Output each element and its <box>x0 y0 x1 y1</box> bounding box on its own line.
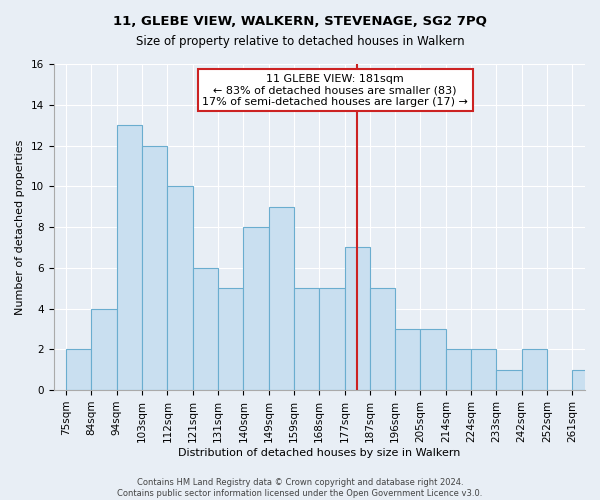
Text: Size of property relative to detached houses in Walkern: Size of property relative to detached ho… <box>136 35 464 48</box>
Bar <box>218 288 244 390</box>
Bar <box>269 206 294 390</box>
Bar <box>91 308 117 390</box>
Bar <box>522 350 547 390</box>
Bar <box>572 370 598 390</box>
Bar <box>193 268 218 390</box>
Bar <box>167 186 193 390</box>
Bar <box>142 146 167 390</box>
Bar <box>244 227 269 390</box>
Bar <box>117 125 142 390</box>
Y-axis label: Number of detached properties: Number of detached properties <box>15 140 25 314</box>
Bar <box>294 288 319 390</box>
Text: 11 GLEBE VIEW: 181sqm
← 83% of detached houses are smaller (83)
17% of semi-deta: 11 GLEBE VIEW: 181sqm ← 83% of detached … <box>202 74 468 107</box>
Bar <box>66 350 91 390</box>
Bar <box>395 329 421 390</box>
Text: Contains HM Land Registry data © Crown copyright and database right 2024.
Contai: Contains HM Land Registry data © Crown c… <box>118 478 482 498</box>
Bar <box>471 350 496 390</box>
Text: 11, GLEBE VIEW, WALKERN, STEVENAGE, SG2 7PQ: 11, GLEBE VIEW, WALKERN, STEVENAGE, SG2 … <box>113 15 487 28</box>
Bar <box>370 288 395 390</box>
Bar <box>496 370 522 390</box>
X-axis label: Distribution of detached houses by size in Walkern: Distribution of detached houses by size … <box>178 448 460 458</box>
Bar <box>421 329 446 390</box>
Bar <box>319 288 344 390</box>
Bar <box>344 248 370 390</box>
Bar <box>446 350 471 390</box>
